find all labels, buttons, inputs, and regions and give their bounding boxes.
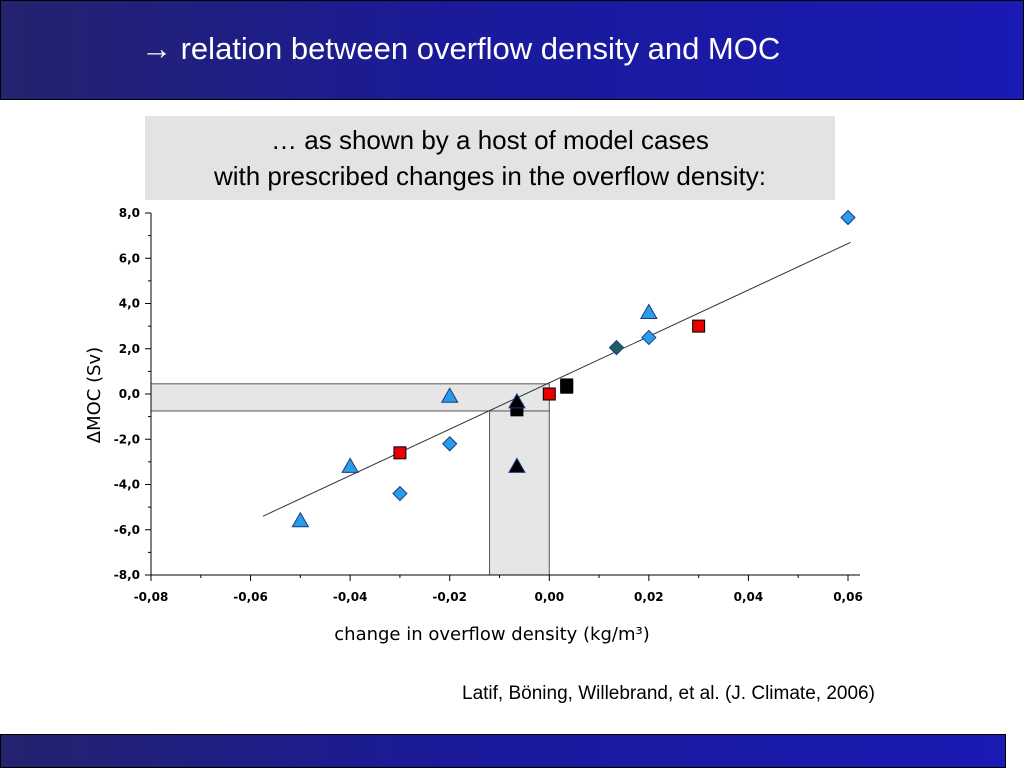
y-tick-label: -2,0 (114, 432, 140, 446)
x-tick-label: -0,06 (233, 590, 268, 604)
tick-labels: 8,0 6,0 4,0 2,0 0,0 -2,0 -4,0 -6,0 -8,0 -0,08 -0,0… (114, 206, 863, 604)
citation: Latif, Böning, Willebrand, et al. (J. Cl… (462, 683, 875, 704)
triangle-point (440, 387, 459, 403)
y-tick-label: 2,0 (119, 342, 140, 356)
diamond-point (608, 339, 625, 356)
subtitle-line-2: with prescribed changes in the overflow … (213, 161, 767, 191)
x-tick-label: 0,04 (734, 590, 764, 604)
triangle-point (291, 511, 310, 528)
y-axis-label: ΔMOC (Sv) (84, 347, 105, 443)
y-tick-label: -8,0 (114, 568, 140, 582)
diamond-point (392, 485, 408, 502)
subtitle-box: … as shown by a host of model cases with… (145, 116, 835, 200)
data-points (291, 209, 856, 528)
shaded-region-1 (150, 383, 550, 412)
triangle-point (508, 392, 526, 409)
x-tick-label: -0,08 (134, 590, 169, 604)
y-tick-label: 8,0 (119, 206, 140, 220)
x-tick-label: -0,04 (333, 590, 368, 604)
y-tick-label: -4,0 (114, 478, 140, 492)
slide-title: → relation between overflow density and … (141, 31, 781, 66)
shaded-regions (150, 383, 550, 576)
y-tick-label: -6,0 (114, 523, 140, 537)
triangle-point (508, 457, 526, 473)
x-tick-label: 0,02 (634, 590, 664, 604)
shaded-region-2 (489, 410, 550, 576)
subtitle-line-1: … as shown by a host of model cases (271, 125, 709, 155)
x-axis-label: change in overflow density (kg/m³) (334, 624, 649, 645)
fit-line (262, 241, 851, 517)
diamond-point (840, 209, 856, 226)
triangle-point (341, 457, 360, 473)
title-bar: → relation between overflow density and … (0, 0, 1024, 100)
footer-bar (0, 734, 1006, 768)
square-point (560, 380, 574, 394)
x-tick-label: -0,02 (432, 590, 467, 604)
triangle-point (639, 303, 658, 320)
square-point (393, 446, 407, 460)
fit-line-group (262, 241, 851, 517)
x-tick-label: 0,06 (833, 590, 863, 604)
x-tick-label: 0,00 (534, 590, 564, 604)
square-point (542, 387, 556, 401)
axes (145, 212, 860, 581)
y-tick-label: 6,0 (119, 251, 140, 265)
diamond-point (442, 436, 458, 452)
y-tick-label: 0,0 (119, 387, 140, 401)
y-tick-label: 4,0 (119, 297, 140, 311)
diamond-point (641, 329, 657, 346)
square-point (692, 319, 706, 333)
